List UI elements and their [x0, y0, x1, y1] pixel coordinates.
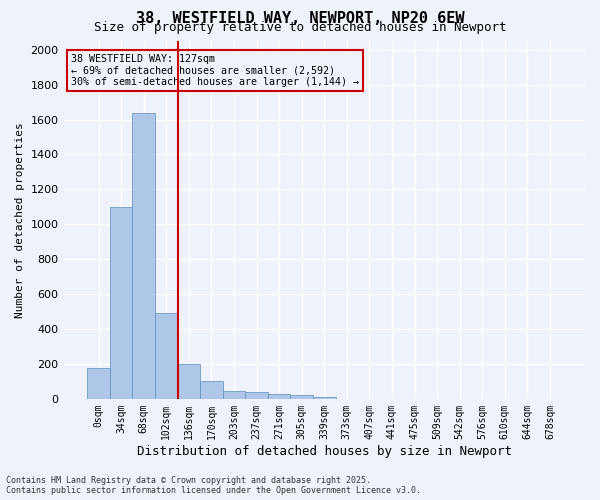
Bar	[133, 112, 155, 399]
Bar	[200, 380, 223, 399]
Bar	[313, 397, 335, 399]
Text: Size of property relative to detached houses in Newport: Size of property relative to detached ho…	[94, 22, 506, 35]
Bar	[268, 394, 290, 399]
Bar	[290, 396, 313, 399]
Text: 38 WESTFIELD WAY: 127sqm
← 69% of detached houses are smaller (2,592)
30% of sem: 38 WESTFIELD WAY: 127sqm ← 69% of detach…	[71, 54, 359, 86]
Bar	[223, 391, 245, 399]
Bar	[178, 364, 200, 399]
Text: Contains HM Land Registry data © Crown copyright and database right 2025.
Contai: Contains HM Land Registry data © Crown c…	[6, 476, 421, 495]
Bar	[245, 392, 268, 399]
Text: 38, WESTFIELD WAY, NEWPORT, NP20 6EW: 38, WESTFIELD WAY, NEWPORT, NP20 6EW	[136, 11, 464, 26]
Bar	[155, 314, 178, 399]
Y-axis label: Number of detached properties: Number of detached properties	[15, 122, 25, 318]
Bar	[110, 207, 133, 399]
Bar	[87, 368, 110, 399]
X-axis label: Distribution of detached houses by size in Newport: Distribution of detached houses by size …	[137, 444, 512, 458]
